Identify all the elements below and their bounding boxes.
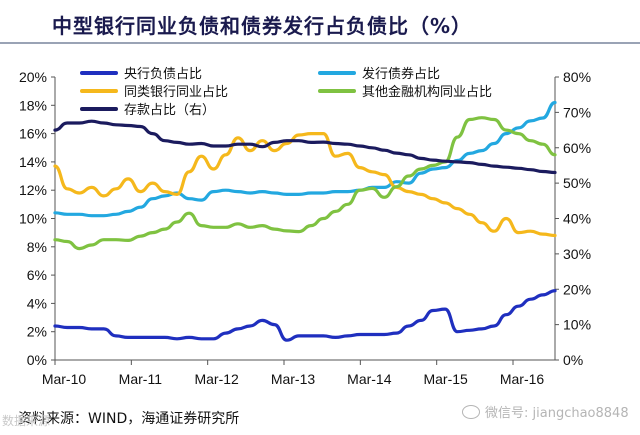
series-line-4 xyxy=(53,119,557,175)
legend-label-3: 其他金融机构同业占比 xyxy=(362,84,492,99)
x-tick-label: Mar-10 xyxy=(42,371,87,387)
right-tick-label: 20% xyxy=(563,281,591,297)
corner-watermark: 数据来源 xyxy=(2,414,51,428)
right-tick-label: 0% xyxy=(563,352,583,368)
right-tick-label: 70% xyxy=(563,104,591,120)
watermark: 微信号: jiangchao8848 xyxy=(462,402,629,421)
series-line-1 xyxy=(53,100,557,218)
x-tick-label: Mar-16 xyxy=(500,371,545,387)
left-tick-label: 6% xyxy=(27,267,47,283)
series-line-3 xyxy=(53,116,557,251)
left-tick-label: 0% xyxy=(27,352,47,368)
watermark-text: 微信号: jiangchao8848 xyxy=(485,406,629,421)
right-tick-label: 60% xyxy=(563,140,591,156)
right-tick-label: 10% xyxy=(563,317,591,333)
left-tick-label: 16% xyxy=(19,126,47,142)
x-tick-label: Mar-15 xyxy=(423,371,468,387)
x-tick-label: Mar-11 xyxy=(119,371,163,387)
series-line-0 xyxy=(53,289,557,342)
left-tick-label: 20% xyxy=(19,69,47,85)
right-tick-label: 50% xyxy=(563,175,591,191)
title-divider xyxy=(0,42,640,44)
left-tick-label: 2% xyxy=(27,324,47,340)
legend-label-1: 发行债券占比 xyxy=(362,66,440,81)
legend-label-2: 同类银行同业占比 xyxy=(124,84,228,99)
chart-title: 中型银行同业负债和债券发行占负债比（%） xyxy=(52,14,473,38)
left-tick-label: 4% xyxy=(27,295,47,311)
left-tick-label: 12% xyxy=(19,182,47,198)
line-chart: 0% 2% 4% 6% 8% 10% 12% 14% 16% 18% 20% 0% 10% 20% 30% 4… xyxy=(19,66,591,387)
left-tick-label: 18% xyxy=(19,97,47,113)
x-tick-label: Mar-12 xyxy=(194,371,239,387)
x-tick-label: Mar-13 xyxy=(271,371,316,387)
x-tick-label: Mar-14 xyxy=(347,371,392,387)
left-tick-label: 14% xyxy=(19,154,47,170)
left-tick-label: 8% xyxy=(27,239,47,255)
right-tick-label: 80% xyxy=(563,69,591,85)
right-tick-label: 30% xyxy=(563,246,591,262)
series-line-2 xyxy=(53,132,557,238)
legend-label-0: 央行负债占比 xyxy=(124,66,202,81)
right-tick-label: 40% xyxy=(563,211,591,227)
source-note: 资料来源：WIND，海通证券研究所 xyxy=(18,411,240,427)
left-tick-label: 10% xyxy=(19,211,47,227)
wechat-icon xyxy=(462,405,480,419)
legend-label-4: 存款占比（右） xyxy=(124,102,215,117)
